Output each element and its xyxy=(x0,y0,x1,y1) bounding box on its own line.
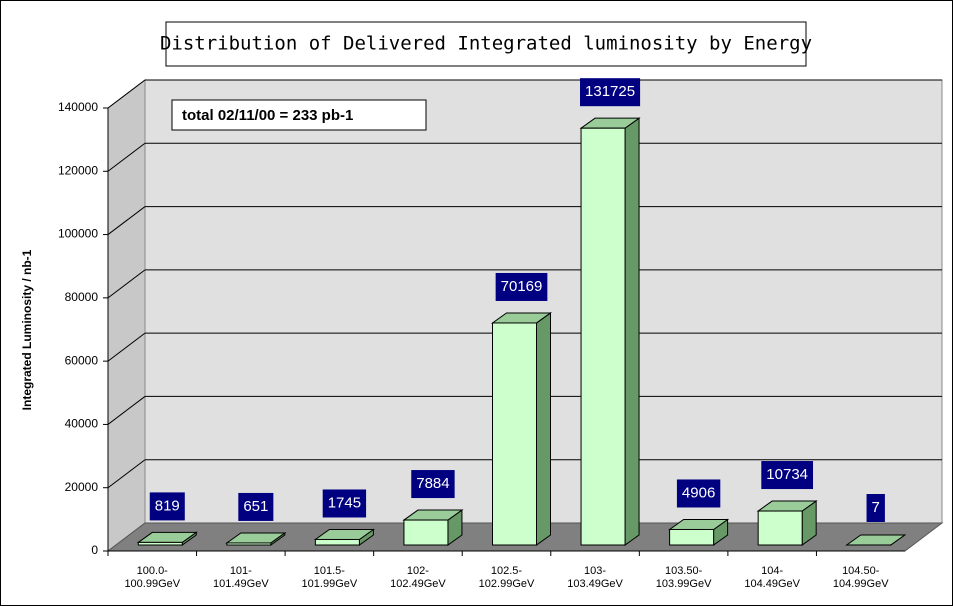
value-label-box xyxy=(495,272,548,301)
x-tick-label: 101.5- 101.99GeV xyxy=(301,565,358,590)
y-tick-label: 40000 xyxy=(65,417,99,431)
grid-line xyxy=(107,459,146,489)
grid-line xyxy=(107,142,146,172)
value-label-box xyxy=(238,492,274,521)
bar-side xyxy=(536,311,551,546)
y-tick-label: 60000 xyxy=(65,353,99,367)
y-tick-label: 120000 xyxy=(58,163,98,177)
y-tick-label: 80000 xyxy=(65,290,99,304)
annotation: total 02/11/00 = 233 pb-1 xyxy=(182,107,353,124)
grid-line xyxy=(107,396,146,425)
y-axis-label: Integrated Luminosity / nb-1 xyxy=(20,249,34,410)
value-label-box xyxy=(149,492,185,521)
value-label: 70169 xyxy=(501,278,543,295)
bar xyxy=(757,510,803,546)
value-label-box xyxy=(761,461,814,490)
value-label-box xyxy=(411,470,455,499)
value-label-box xyxy=(866,494,885,522)
value-label: 1745 xyxy=(328,494,361,511)
bar xyxy=(669,528,715,546)
x-tick-label: 103.50- 103.99GeV xyxy=(655,565,712,590)
title-box xyxy=(165,21,807,67)
grid-line xyxy=(107,79,146,109)
bar-side xyxy=(624,117,640,546)
value-label: 7884 xyxy=(416,475,449,492)
y-tick-label: 140000 xyxy=(58,100,98,114)
bar xyxy=(314,538,360,546)
grid-line xyxy=(107,332,146,362)
value-label: 819 xyxy=(155,497,180,514)
bar xyxy=(403,519,449,546)
value-label-box xyxy=(322,489,367,518)
value-label: 651 xyxy=(243,498,268,515)
x-tick-label: 101- 101.49GeV xyxy=(213,565,269,590)
annotation-box xyxy=(171,99,427,131)
bar xyxy=(492,322,537,546)
bar xyxy=(580,127,626,546)
value-label: 131725 xyxy=(585,83,635,100)
y-tick-label: 0 xyxy=(91,543,98,557)
value-label-box xyxy=(580,78,641,107)
chart-title: Distribution of Delivered Integrated lum… xyxy=(160,33,812,55)
side-wall xyxy=(107,78,146,553)
x-tick-label: 100.0- 100.99GeV xyxy=(124,565,181,590)
value-label: 7 xyxy=(872,499,880,516)
bar xyxy=(137,541,183,546)
y-tick-label: 100000 xyxy=(58,227,98,241)
grid-line xyxy=(107,206,146,235)
grid-line xyxy=(107,269,146,299)
x-tick-label: 104- 104.49GeV xyxy=(744,565,800,590)
value-label: 4906 xyxy=(682,484,715,501)
x-tick-label: 102.5- 102.99GeV xyxy=(478,565,535,590)
x-tick-label: 103- 103.49GeV xyxy=(567,565,623,590)
y-tick-label: 20000 xyxy=(65,480,99,494)
value-label-box xyxy=(676,479,721,508)
bar xyxy=(226,542,272,546)
x-tick-label: 102- 102.49GeV xyxy=(390,565,446,590)
x-tick-label: 104.50- 104.99GeV xyxy=(832,565,889,590)
value-label: 10734 xyxy=(766,466,808,483)
